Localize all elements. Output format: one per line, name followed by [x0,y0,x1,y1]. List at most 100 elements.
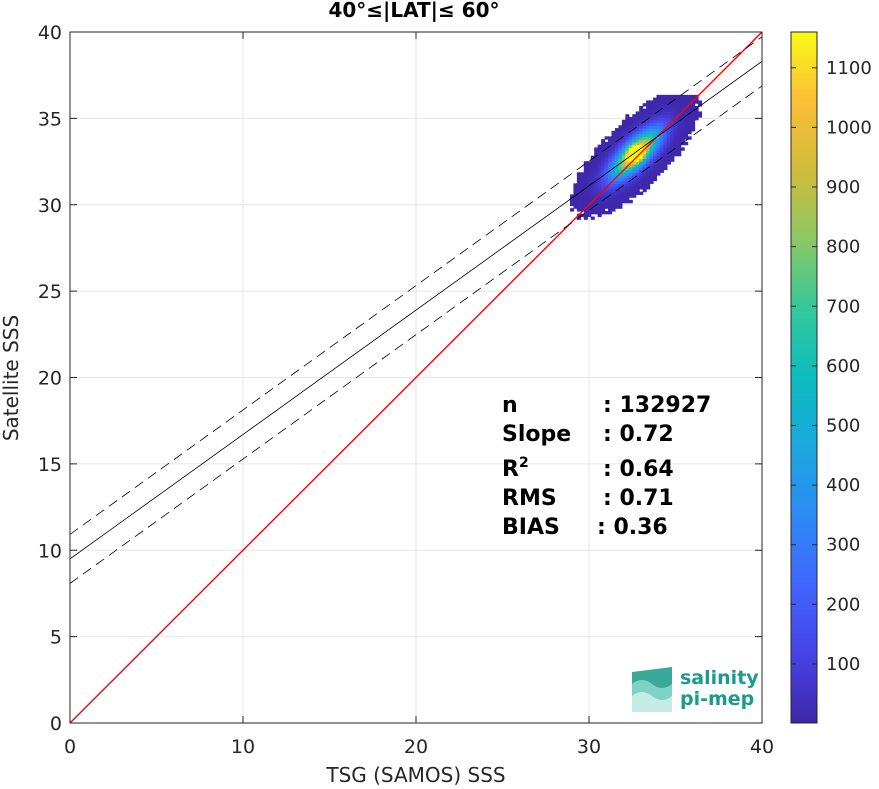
heatmap-cell [621,155,626,160]
heatmap-cell [621,141,626,146]
heatmap-cell [625,161,630,165]
heatmap-cell [656,172,661,176]
heatmap-cell [576,183,581,187]
heatmap-cell [653,141,658,146]
heatmap-cell [594,197,599,201]
x-tick-label: 20 [404,736,428,758]
heatmap-cell [649,111,654,115]
heatmap-cell [653,103,658,107]
y-tick-label: 15 [38,454,62,476]
heatmap-cell [642,152,647,157]
heatmap-cell [604,136,609,140]
heatmap-cell [635,128,640,132]
heatmap-cell [628,147,633,151]
heatmap-cell [587,197,592,201]
heatmap-cell [677,136,682,140]
heatmap-cell [597,175,602,179]
heatmap-cell [625,186,630,190]
heatmap-cell [691,97,696,102]
heatmap-cell [677,144,682,148]
heatmap-cell [656,111,661,115]
heatmap-cell [691,116,696,121]
heatmap-cell [659,152,664,157]
logo-text-line1: salinity [680,667,759,689]
heatmap-cell [587,172,592,176]
heatmap-cell [659,133,664,137]
heatmap-cell [621,122,626,126]
heatmap-cell [625,133,630,137]
heatmap-cell [642,116,647,121]
heatmap-cell [639,175,644,179]
heatmap-cell [608,136,613,140]
heatmap-cell [646,130,651,135]
heatmap-cell [621,199,626,204]
heatmap-cell [666,144,671,148]
heatmap-cell [614,144,620,148]
heatmap-cell [628,166,633,171]
heatmap-cell [635,158,640,162]
heatmap-cell [621,186,626,190]
heatmap-cell [614,136,620,140]
stat-value-r: : 0.64 [603,457,674,482]
heatmap-cell [625,166,630,171]
heatmap-cell [653,147,658,151]
heatmap-cell [608,166,613,171]
heatmap-cell [621,119,626,124]
heatmap-cell [632,186,637,190]
heatmap-cell [659,114,664,118]
heatmap-cell [663,152,668,157]
heatmap-cell [635,183,640,187]
heatmap-cell [628,125,633,129]
heatmap-cell [611,152,616,157]
heatmap-cell [594,158,599,162]
heatmap-cell [587,163,592,168]
heatmap-cell [632,155,637,160]
heatmap-cell [611,141,616,146]
heatmap-cell [697,103,703,107]
heatmap-cell [632,188,637,193]
heatmap-cell [611,199,616,204]
heatmap-cell [590,161,595,165]
heatmap-cell [587,169,592,173]
heatmap-cell [625,183,630,187]
heatmap-cell [642,122,647,126]
heatmap-cell [697,100,703,104]
heatmap-cell [583,188,588,193]
heatmap-cell [691,105,696,110]
heatmap-cell [642,180,647,184]
heatmap-cell [684,119,689,124]
heatmap-cell [639,122,644,126]
heatmap-cell [639,128,644,132]
heatmap-cell [628,152,633,157]
heatmap-cell [590,197,595,201]
heatmap-cell [646,147,651,151]
heatmap-cell [608,205,613,209]
heatmap-cell [604,175,609,179]
heatmap-cell [611,136,616,140]
stat-value-bias: : 0.36 [597,515,668,540]
heatmap-cell [635,116,640,121]
heatmap-cell [680,94,685,99]
heatmap-cell [642,133,647,137]
heatmap-cell [604,163,609,168]
heatmap-cell [670,116,675,121]
heatmap-cell [604,180,609,184]
heatmap-cell [601,141,606,146]
heatmap-cell [580,197,585,201]
stat-value-rms: : 0.71 [603,486,674,511]
heatmap-cell [601,147,606,151]
heatmap-cell [594,177,599,182]
heatmap-cell [621,191,626,195]
heatmap-cell [618,147,623,151]
heatmap-cell [569,194,575,198]
heatmap-cell [597,197,602,201]
heatmap-cell [576,194,581,198]
heatmap-cell [642,155,647,160]
heatmap-cell [666,155,671,160]
heatmap-cell [653,133,658,137]
heatmap-cell [687,108,692,113]
heatmap-cell [597,210,602,215]
heatmap-cell [618,188,623,193]
heatmap-cell [670,100,675,104]
heatmap-cell [632,152,637,157]
